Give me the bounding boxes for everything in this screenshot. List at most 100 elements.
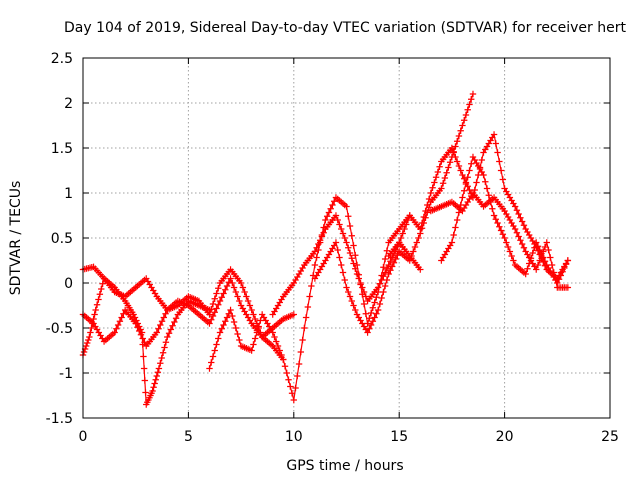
data-marker xyxy=(136,323,143,330)
data-marker xyxy=(453,158,461,165)
x-tick-label: 5 xyxy=(184,429,193,445)
data-marker xyxy=(230,284,238,291)
data-marker xyxy=(304,303,312,311)
data-marker xyxy=(455,162,463,170)
data-point xyxy=(385,270,392,278)
series-sat-f xyxy=(311,90,477,336)
data-marker xyxy=(515,233,522,240)
data-marker xyxy=(213,305,220,312)
data-marker xyxy=(452,224,459,231)
data-marker xyxy=(371,314,378,321)
data-marker xyxy=(518,218,526,225)
data-marker xyxy=(468,160,475,167)
data-marker xyxy=(222,318,229,325)
data-point xyxy=(248,347,255,354)
data-marker xyxy=(157,360,164,367)
data-marker xyxy=(411,243,419,251)
data-marker xyxy=(162,310,169,317)
data-marker xyxy=(452,143,459,150)
data-marker xyxy=(85,336,92,344)
data-marker xyxy=(510,257,517,264)
data-marker xyxy=(439,180,447,187)
data-point xyxy=(311,261,319,269)
data-point xyxy=(490,131,498,138)
data-marker xyxy=(483,185,491,192)
data-marker xyxy=(464,106,471,113)
data-marker xyxy=(313,244,320,251)
data-marker xyxy=(381,282,389,290)
data-marker xyxy=(536,257,543,264)
data-point xyxy=(301,324,308,332)
data-marker xyxy=(376,300,384,308)
data-marker xyxy=(559,268,566,275)
y-tick-label: 0 xyxy=(64,276,73,292)
data-point xyxy=(353,270,361,278)
data-marker xyxy=(158,354,165,362)
data-marker xyxy=(390,259,398,266)
data-marker xyxy=(218,294,225,301)
data-marker xyxy=(211,295,218,302)
data-marker xyxy=(525,260,533,267)
data-marker xyxy=(215,285,222,292)
data-marker xyxy=(418,219,426,227)
data-marker xyxy=(388,263,396,270)
data-marker xyxy=(373,294,380,301)
data-marker xyxy=(387,258,394,265)
data-point xyxy=(206,365,213,372)
data-marker xyxy=(213,341,220,348)
data-marker xyxy=(172,315,180,322)
data-marker xyxy=(91,311,98,318)
data-marker xyxy=(229,312,236,320)
data-marker xyxy=(453,216,461,224)
data-marker xyxy=(555,276,563,283)
data-marker xyxy=(453,138,461,145)
data-marker xyxy=(348,255,355,262)
data-marker xyxy=(140,365,148,372)
data-marker xyxy=(432,174,440,181)
data-point xyxy=(554,279,561,287)
data-marker xyxy=(473,179,480,186)
data-marker xyxy=(334,216,341,224)
y-tick-label: 2.5 xyxy=(51,51,73,67)
data-marker xyxy=(531,244,538,251)
data-marker xyxy=(492,216,500,223)
data-marker xyxy=(285,376,292,383)
data-point xyxy=(427,189,435,197)
data-marker xyxy=(220,321,227,329)
data-marker xyxy=(234,330,241,338)
data-marker xyxy=(255,323,262,330)
data-marker xyxy=(360,300,368,308)
data-marker xyxy=(562,261,570,268)
data-marker xyxy=(99,280,106,287)
data-point xyxy=(206,306,213,314)
data-marker xyxy=(494,149,501,156)
data-marker xyxy=(137,326,144,333)
data-marker xyxy=(225,279,233,286)
data-marker xyxy=(497,227,505,234)
data-point xyxy=(469,90,477,98)
data-marker xyxy=(89,320,96,327)
data-marker xyxy=(403,221,410,228)
data-marker xyxy=(232,288,240,296)
data-marker xyxy=(547,254,554,261)
data-point xyxy=(511,225,519,233)
data-marker xyxy=(350,302,357,309)
data-marker xyxy=(397,234,405,242)
data-point xyxy=(164,333,171,341)
data-point xyxy=(269,329,276,336)
data-marker xyxy=(443,169,450,176)
series-sat-c xyxy=(79,275,213,408)
data-marker xyxy=(408,252,415,260)
series-sat-d xyxy=(206,194,413,404)
data-marker xyxy=(515,210,522,218)
data-marker xyxy=(420,213,427,221)
data-marker xyxy=(545,246,552,254)
data-marker xyxy=(306,293,313,300)
data-marker xyxy=(538,250,545,257)
data-marker xyxy=(225,310,233,317)
data-point xyxy=(459,122,466,129)
data-marker xyxy=(316,237,324,244)
data-marker xyxy=(234,293,241,300)
data-marker xyxy=(429,184,436,191)
